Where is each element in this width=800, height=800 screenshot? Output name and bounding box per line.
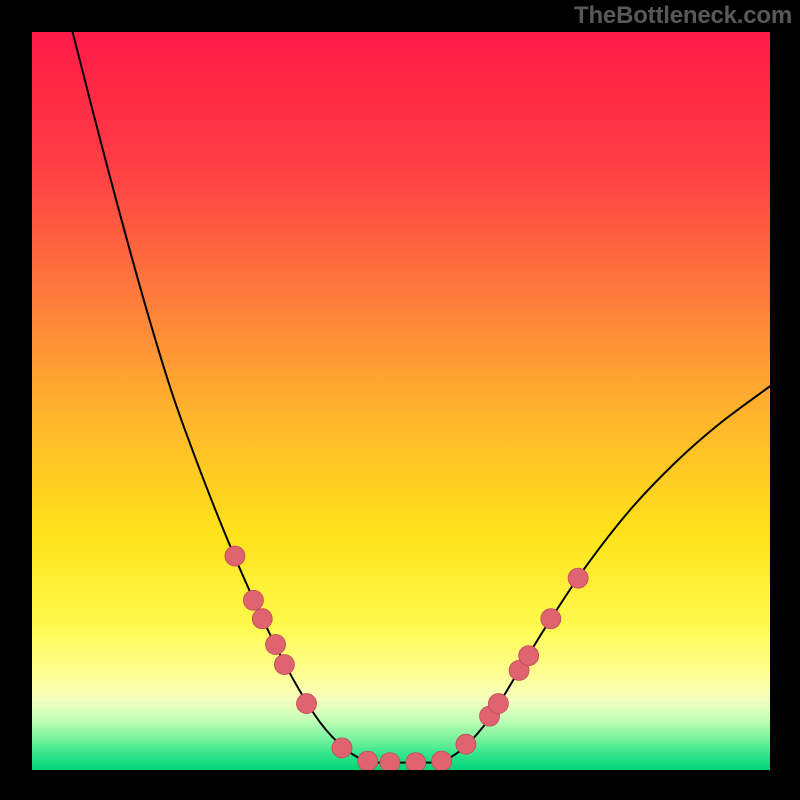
plot-area xyxy=(32,32,770,770)
data-marker xyxy=(274,654,294,674)
chart-svg xyxy=(0,0,800,800)
data-marker xyxy=(380,753,400,773)
data-marker xyxy=(266,635,286,655)
data-marker xyxy=(568,568,588,588)
data-marker xyxy=(332,738,352,758)
data-marker xyxy=(297,694,317,714)
data-marker xyxy=(432,751,452,771)
data-marker xyxy=(406,753,426,773)
watermark-text: TheBottleneck.com xyxy=(574,2,792,30)
data-marker xyxy=(519,646,539,666)
data-marker xyxy=(456,734,476,754)
chart-container: TheBottleneck.com xyxy=(0,0,800,800)
data-marker xyxy=(488,694,508,714)
data-marker xyxy=(243,590,263,610)
data-marker xyxy=(225,546,245,566)
data-marker xyxy=(541,609,561,629)
data-marker xyxy=(252,609,272,629)
data-marker xyxy=(358,751,378,771)
